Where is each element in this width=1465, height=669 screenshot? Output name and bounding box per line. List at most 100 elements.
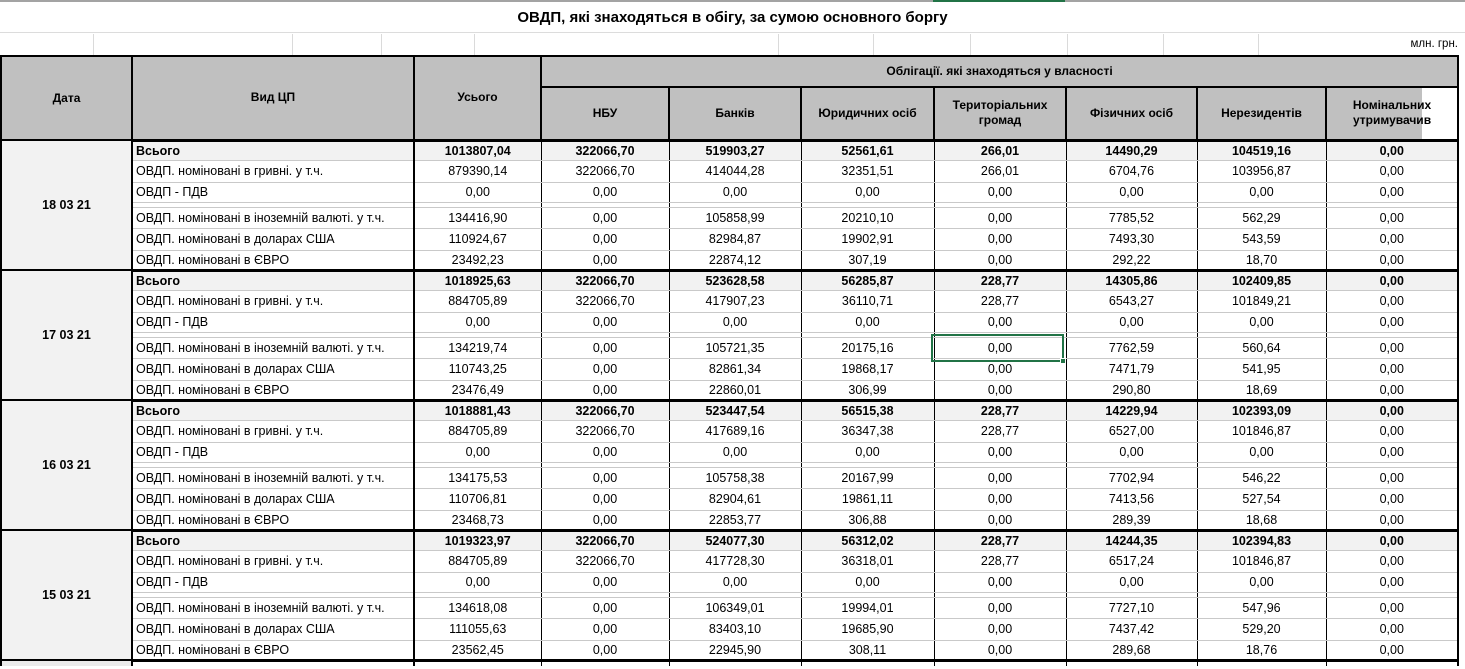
col-header-ownership-group[interactable]: Облігації. які знаходяться у власності xyxy=(539,55,1460,88)
value-cell[interactable]: 18,68 xyxy=(1196,509,1327,532)
value-cell[interactable]: 0,00 xyxy=(800,311,935,333)
value-cell[interactable]: 228,77 xyxy=(933,549,1067,573)
value-cell[interactable]: 36110,71 xyxy=(800,289,935,313)
value-cell[interactable]: 0,00 xyxy=(1325,398,1460,421)
value-cell[interactable]: 102394,83 xyxy=(1196,528,1327,551)
value-cell[interactable]: 0,00 xyxy=(1325,596,1460,619)
value-cell[interactable]: 0,00 xyxy=(668,441,802,463)
value-cell[interactable]: 0,00 xyxy=(540,596,670,619)
value-cell[interactable]: 52561,61 xyxy=(800,138,935,161)
value-cell[interactable]: 0,00 xyxy=(800,181,935,203)
value-cell[interactable]: 19994,01 xyxy=(800,596,935,619)
value-cell[interactable]: 0,00 xyxy=(1065,311,1198,333)
value-cell[interactable]: 0,00 xyxy=(540,249,670,272)
value-cell[interactable]: 19685,90 xyxy=(800,617,935,641)
value-cell[interactable]: 0,00 xyxy=(933,596,1067,619)
value-cell[interactable]: 523628,58 xyxy=(668,268,802,291)
value-cell[interactable]: 306,88 xyxy=(800,509,935,532)
value-cell[interactable]: 101846,87 xyxy=(1196,419,1327,443)
value-cell[interactable]: 0,00 xyxy=(1325,528,1460,551)
row-label[interactable]: ОВДП. номіновані в ЄВРО xyxy=(131,249,415,272)
value-cell[interactable]: 292,22 xyxy=(1065,249,1198,272)
value-cell[interactable]: 7762,59 xyxy=(1065,336,1198,359)
value-cell[interactable]: 6543,27 xyxy=(1065,289,1198,313)
value-cell[interactable]: 417728,30 xyxy=(668,549,802,573)
value-cell[interactable]: 0,00 xyxy=(1196,441,1327,463)
value-cell[interactable]: 0,00 xyxy=(933,466,1067,489)
col-header-nbu[interactable]: НБУ xyxy=(540,86,670,141)
value-cell[interactable]: 322066,70 xyxy=(540,138,670,161)
value-cell[interactable]: 322066,70 xyxy=(540,268,670,291)
value-cell[interactable]: 110706,81 xyxy=(413,487,542,511)
value-cell[interactable]: 7413,56 xyxy=(1065,487,1198,511)
value-cell[interactable]: 546,22 xyxy=(1196,466,1327,489)
value-cell[interactable]: 83403,10 xyxy=(668,617,802,641)
value-cell[interactable]: 32351,51 xyxy=(800,159,935,183)
value-cell[interactable]: 0,00 xyxy=(668,311,802,333)
value-cell[interactable]: 322066,70 xyxy=(540,398,670,421)
value-cell[interactable]: 1018925,63 xyxy=(413,268,542,291)
row-label[interactable]: ОВДП. номіновані в іноземній валюті. у т… xyxy=(131,596,415,619)
value-cell[interactable]: 6527,00 xyxy=(1065,419,1198,443)
value-cell[interactable]: 134618,08 xyxy=(413,596,542,619)
value-cell[interactable]: 56515,38 xyxy=(800,398,935,421)
value-cell[interactable]: 23468,73 xyxy=(413,509,542,532)
value-cell[interactable]: 18,69 xyxy=(1196,379,1327,402)
value-cell[interactable]: 0,00 xyxy=(933,509,1067,532)
row-label[interactable]: ОВДП. номіновані в гривні. у т.ч. xyxy=(131,419,415,443)
value-cell[interactable]: 0,00 xyxy=(1325,509,1460,532)
value-cell[interactable]: 0,00 xyxy=(413,181,542,203)
value-cell[interactable]: 14490,29 xyxy=(1065,138,1198,161)
value-cell[interactable]: 289,68 xyxy=(1065,639,1198,662)
value-cell[interactable]: 134175,53 xyxy=(413,466,542,489)
value-cell[interactable]: 0,00 xyxy=(1325,227,1460,251)
value-cell[interactable]: 106349,01 xyxy=(668,596,802,619)
value-cell[interactable]: 82861,34 xyxy=(668,357,802,381)
value-cell[interactable]: 0,00 xyxy=(1325,206,1460,229)
value-cell[interactable]: 0,00 xyxy=(1325,487,1460,511)
value-cell[interactable]: 884705,89 xyxy=(413,419,542,443)
value-cell[interactable]: 82984,87 xyxy=(668,227,802,251)
value-cell[interactable]: 1013807,04 xyxy=(413,138,542,161)
value-cell[interactable]: 102393,09 xyxy=(1196,398,1327,421)
value-cell[interactable]: 529,20 xyxy=(1196,617,1327,641)
value-cell[interactable]: 0,00 xyxy=(1325,441,1460,463)
date-cell[interactable]: 16 03 21 xyxy=(0,399,133,531)
value-cell[interactable]: 82904,61 xyxy=(668,487,802,511)
value-cell[interactable]: 20175,16 xyxy=(800,336,935,359)
row-label[interactable]: ОВДП. номіновані в ЄВРО xyxy=(131,509,415,532)
value-cell[interactable]: 7702,94 xyxy=(1065,466,1198,489)
col-header-nominal-holders[interactable]: Номінальних утримувачив xyxy=(1324,86,1460,141)
value-cell[interactable]: 0,00 xyxy=(933,311,1067,333)
value-cell[interactable]: 105758,38 xyxy=(668,466,802,489)
value-cell[interactable]: 0,00 xyxy=(1325,466,1460,489)
value-cell[interactable]: 1019323,97 xyxy=(413,528,542,551)
row-label[interactable]: Всього xyxy=(131,268,415,291)
value-cell[interactable]: 0,00 xyxy=(668,181,802,203)
value-cell[interactable]: 0,00 xyxy=(933,379,1067,402)
value-cell[interactable]: 6704,76 xyxy=(1065,159,1198,183)
value-cell[interactable]: 23492,23 xyxy=(413,249,542,272)
row-label[interactable]: Всього xyxy=(131,138,415,161)
value-cell[interactable]: 7493,30 xyxy=(1065,227,1198,251)
row-label[interactable]: ОВДП. номіновані в гривні. у т.ч. xyxy=(131,549,415,573)
value-cell[interactable]: 414044,28 xyxy=(668,159,802,183)
value-cell[interactable]: 0,00 xyxy=(1325,289,1460,313)
value-cell[interactable]: 0,00 xyxy=(668,571,802,593)
value-cell[interactable]: 0,00 xyxy=(540,617,670,641)
value-cell[interactable]: 22860,01 xyxy=(668,379,802,402)
value-cell[interactable]: 0,00 xyxy=(540,571,670,593)
col-header-date[interactable]: Дата xyxy=(0,55,133,141)
value-cell[interactable]: 543,59 xyxy=(1196,227,1327,251)
value-cell[interactable]: 7727,10 xyxy=(1065,596,1198,619)
col-header-individuals[interactable]: Фізичних осіб xyxy=(1065,86,1198,141)
value-cell[interactable]: 0,00 xyxy=(933,441,1067,463)
value-cell[interactable]: 322066,70 xyxy=(540,159,670,183)
value-cell[interactable]: 290,80 xyxy=(1065,379,1198,402)
value-cell[interactable]: 266,01 xyxy=(933,159,1067,183)
value-cell[interactable]: 0,00 xyxy=(413,571,542,593)
value-cell[interactable]: 0,00 xyxy=(540,311,670,333)
value-cell[interactable]: 1018881,43 xyxy=(413,398,542,421)
value-cell[interactable]: 0,00 xyxy=(1325,549,1460,573)
value-cell[interactable]: 0,00 xyxy=(540,336,670,359)
